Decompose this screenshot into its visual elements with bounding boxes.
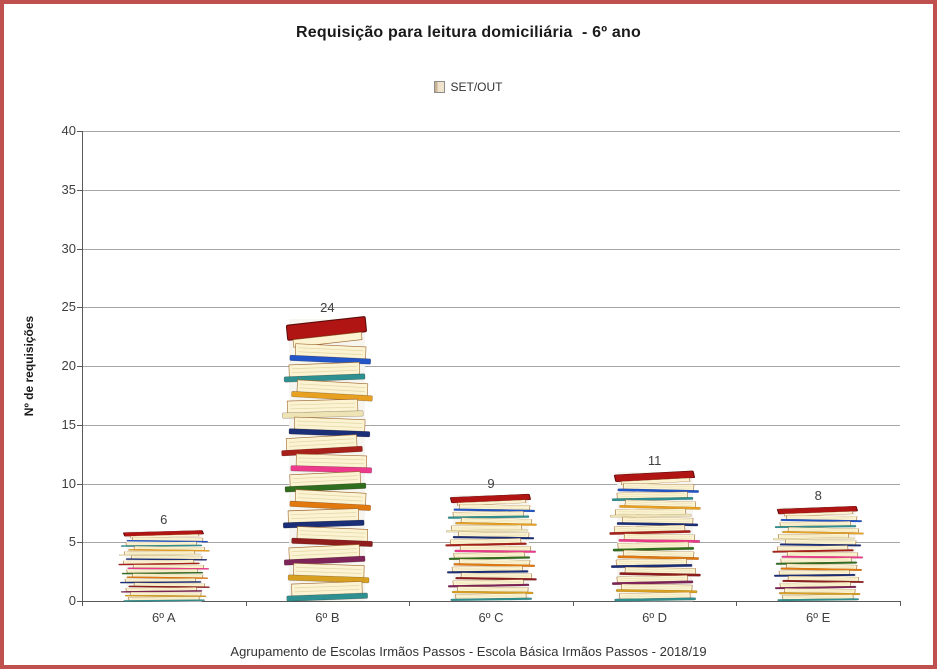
bar-books-4 (607, 470, 702, 602)
data-label: 24 (320, 300, 335, 315)
y-axis-tick (77, 542, 82, 544)
x-category-label: 6º A (152, 610, 176, 625)
gridline (82, 307, 900, 309)
y-tick-label: 10 (61, 475, 76, 491)
bar-books-5 (771, 505, 865, 602)
x-category-label: 6º E (806, 610, 831, 625)
data-label: 11 (647, 452, 662, 468)
gridline (82, 366, 900, 367)
bar-books-2 (280, 315, 375, 602)
y-tick-label: 25 (61, 299, 76, 315)
y-axis-tick (77, 483, 82, 485)
y-tick-label: 20 (61, 358, 76, 373)
gridline (82, 483, 900, 485)
legend-label: SET/OUT (450, 80, 503, 94)
data-label: 9 (487, 476, 495, 492)
x-category-label: 6º B (315, 610, 340, 625)
x-axis-tick (245, 601, 247, 606)
y-axis-line (82, 131, 83, 602)
gridline (82, 189, 900, 191)
y-axis-tick (77, 189, 82, 191)
y-tick-label: 30 (61, 240, 76, 256)
bar-books-1 (117, 529, 211, 602)
y-axis-tick (77, 248, 82, 250)
x-category-label: 6º D (642, 610, 668, 625)
y-axis-tick (77, 424, 82, 426)
chart-title: Requisição para leitura domiciliária - 6… (296, 24, 641, 41)
gridline (82, 424, 900, 426)
x-axis-tick (736, 601, 738, 606)
data-label: 8 (814, 488, 822, 503)
y-axis-tick (77, 601, 82, 602)
x-axis-tick (409, 601, 411, 606)
footer-caption: Agrupamento de Escolas Irmãos Passos - E… (230, 644, 707, 659)
bar-books-3 (444, 493, 538, 602)
data-label: 6 (160, 511, 168, 527)
legend-book-icon (434, 81, 446, 93)
plot-area: 0 5 10 15 20 25 30 35 40 6 6º A 24 6º B 9 6º C 11 6º D 8 6… (4, 4, 933, 665)
y-tick-label: 35 (61, 181, 76, 197)
y-axis-tick (77, 307, 82, 309)
y-tick-label: 40 (61, 123, 76, 138)
x-axis-line (82, 601, 900, 602)
y-tick-label: 5 (68, 534, 76, 550)
y-tick-label: 15 (61, 416, 76, 432)
y-axis-tick (77, 366, 82, 367)
gridline (82, 248, 900, 250)
x-axis-tick (572, 601, 574, 606)
y-tick-label: 0 (68, 593, 76, 608)
gridline (82, 131, 900, 132)
x-axis-tick (82, 601, 83, 606)
legend: SET/OUT (4, 80, 933, 94)
x-axis-tick (900, 601, 901, 606)
y-axis-tick (77, 131, 82, 132)
x-category-label: 6º C (478, 610, 504, 625)
